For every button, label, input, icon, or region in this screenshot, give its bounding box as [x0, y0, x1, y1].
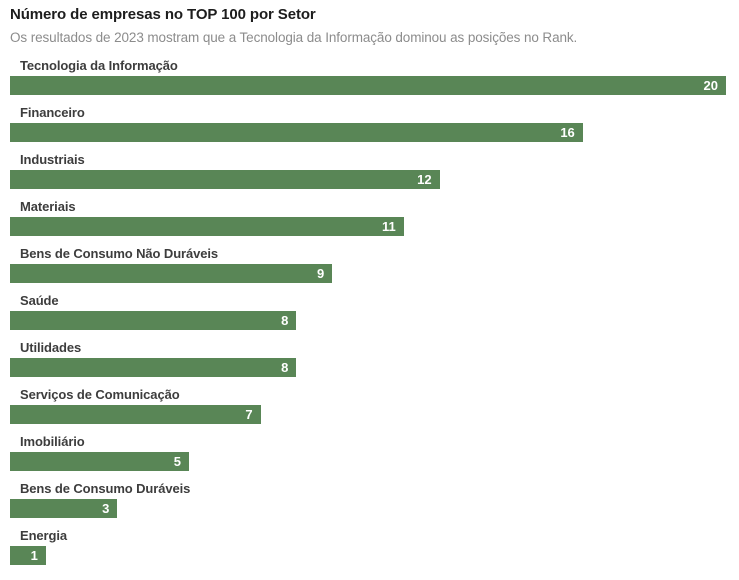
bar[interactable]: 20: [10, 76, 726, 95]
bar-row: Bens de Consumo Não Duráveis 9: [10, 246, 726, 283]
category-label: Financeiro: [20, 105, 85, 120]
category-label: Serviços de Comunicação: [20, 387, 180, 402]
bar-value-label: 20: [703, 78, 718, 93]
bars-container: Tecnologia da Informação 20 Financeiro 1…: [10, 58, 726, 565]
bar-value-label: 11: [382, 219, 396, 234]
bar-value-label: 5: [173, 454, 181, 469]
category-label: Bens de Consumo Não Duráveis: [20, 246, 219, 261]
category-label: Saúde: [20, 293, 59, 308]
bar[interactable]: 11: [10, 217, 404, 236]
bar-row: Energia 1: [10, 528, 726, 565]
bar-value-label: 7: [245, 407, 253, 422]
chart-subtitle: Os resultados de 2023 mostram que a Tecn…: [10, 30, 578, 45]
bar[interactable]: 7: [10, 405, 261, 424]
bar-row: Imobiliário 5: [10, 434, 726, 471]
bar[interactable]: 8: [10, 311, 297, 330]
bar-value-label: 12: [417, 172, 432, 187]
category-label: Bens de Consumo Duráveis: [20, 481, 191, 496]
bar[interactable]: 1: [10, 546, 46, 565]
bar[interactable]: 12: [10, 170, 440, 189]
category-label: Utilidades: [20, 340, 82, 355]
bar-value-label: 8: [281, 313, 289, 328]
bar[interactable]: 9: [10, 264, 333, 283]
chart-title: Número de empresas no TOP 100 por Setor: [10, 6, 316, 23]
bar-value-label: 1: [30, 548, 38, 563]
bar[interactable]: 5: [10, 452, 189, 471]
bar-row: Bens de Consumo Duráveis 3: [10, 481, 726, 518]
bar-row: Serviços de Comunicação 7: [10, 387, 726, 424]
category-label: Tecnologia da Informação: [20, 58, 178, 73]
bar-row: Materiais 11: [10, 199, 726, 236]
bar-row: Financeiro 16: [10, 105, 726, 142]
bar-value-label: 8: [281, 360, 289, 375]
chart-header: Número de empresas no TOP 100 por Setor …: [10, 6, 726, 45]
category-label: Imobiliário: [20, 434, 85, 449]
category-label: Industriais: [20, 152, 85, 167]
bar-row: Utilidades 8: [10, 340, 726, 377]
bar-row: Tecnologia da Informação 20: [10, 58, 726, 95]
bar-chart: Número de empresas no TOP 100 por Setor …: [10, 6, 726, 565]
bar-value-label: 9: [316, 266, 325, 281]
bar-value-label: 16: [560, 125, 575, 140]
bar[interactable]: 3: [10, 499, 118, 518]
category-label: Energia: [20, 528, 67, 543]
category-label: Materiais: [20, 199, 76, 214]
bar[interactable]: 16: [10, 123, 583, 142]
bar-row: Industriais 12: [10, 152, 726, 189]
bar-value-label: 3: [102, 501, 110, 516]
bar-row: Saúde 8: [10, 293, 726, 330]
bar[interactable]: 8: [10, 358, 297, 377]
